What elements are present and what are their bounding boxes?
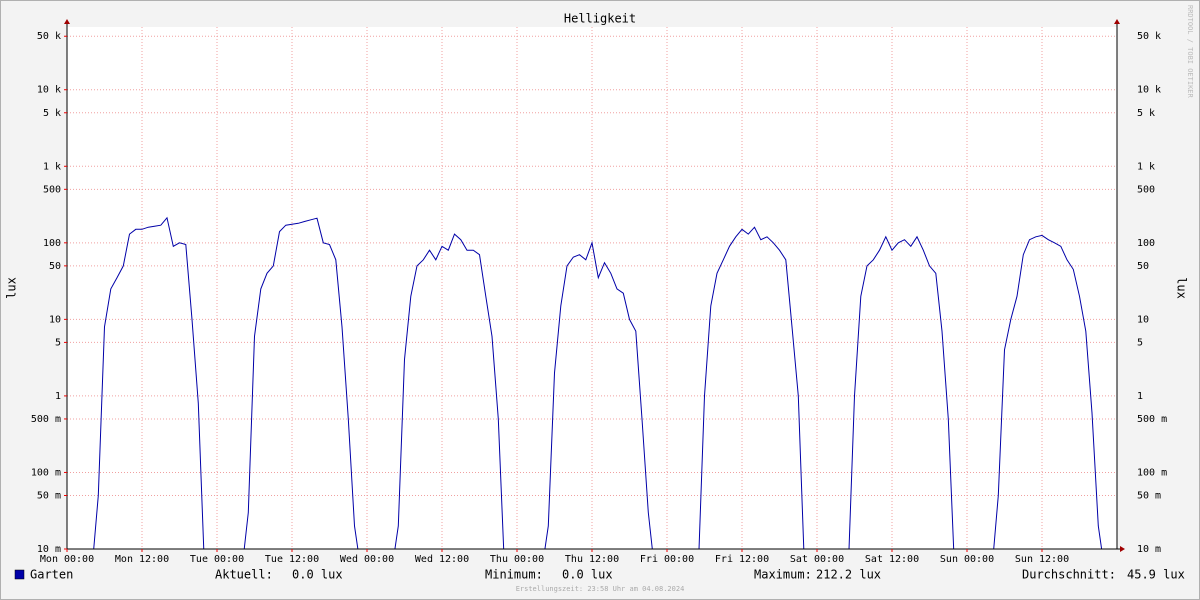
y-tick-label: 10 m — [37, 544, 61, 555]
y2-tick-label: 10 k — [1137, 85, 1161, 96]
x-tick-label: Fri 12:00 — [715, 554, 769, 565]
y2-tick-label: 100 — [1137, 238, 1155, 249]
x-tick-label: Mon 00:00 — [40, 554, 94, 565]
y2-tick-label: 5 k — [1137, 108, 1155, 119]
x-tick-label: Fri 00:00 — [640, 554, 694, 565]
y2-tick-label: 50 m — [1137, 490, 1161, 501]
stat-label: Maximum: — [754, 568, 812, 582]
stat-value: 45.9 lux — [1127, 568, 1185, 582]
stat-label: Aktuell: — [215, 568, 273, 582]
y-axis-label: lux — [5, 277, 19, 299]
y-tick-label: 100 — [43, 238, 61, 249]
y-tick-label: 50 m — [37, 490, 61, 501]
y2-tick-label: 500 — [1137, 184, 1155, 195]
y2-axis-label: lux — [1175, 277, 1189, 299]
y2-tick-label: 100 m — [1137, 467, 1167, 478]
y2-tick-label: 10 — [1137, 314, 1149, 325]
x-tick-label: Sun 00:00 — [940, 554, 994, 565]
legend: Garten Aktuell: 0.0 lux Minimum: 0.0 lux Maxi… — [14, 568, 1185, 582]
y2-tick-label: 50 k — [1137, 31, 1161, 42]
x-tick-label: Thu 12:00 — [565, 554, 619, 565]
x-tick-label: Wed 00:00 — [340, 554, 394, 565]
y-tick-label: 50 — [49, 261, 61, 272]
x-tick-label: Tue 12:00 — [265, 554, 319, 565]
stat-value: 212.2 lux — [816, 568, 881, 582]
watermark: RRDTOOL / TOBI OETIKER — [1186, 5, 1194, 99]
x-tick-label: Mon 12:00 — [115, 554, 169, 565]
y2-tick-label: 1 — [1137, 391, 1143, 402]
data-line — [93, 216, 1103, 549]
y-tick-label: 500 — [43, 184, 61, 195]
y-tick-label: 10 k — [37, 85, 61, 96]
x-tick-label: Sat 12:00 — [865, 554, 919, 565]
y-tick-label: 5 — [55, 337, 61, 348]
x-tick-label: Thu 00:00 — [490, 554, 544, 565]
y-tick-label: 500 m — [31, 414, 61, 425]
y-tick-label: 1 k — [43, 161, 61, 172]
stat-label: Minimum: — [485, 568, 543, 582]
y-tick-label: 5 k — [43, 108, 61, 119]
x-tick-label: Sat 00:00 — [790, 554, 844, 565]
chart-title: Helligkeit — [564, 12, 636, 26]
y2-tick-label: 50 — [1137, 261, 1149, 272]
stat-label: Durchschnitt: — [1022, 568, 1116, 582]
y2-tick-label: 10 m — [1137, 544, 1161, 555]
x-tick-label: Wed 12:00 — [415, 554, 469, 565]
y-tick-label: 50 k — [37, 31, 61, 42]
stat-value: 0.0 lux — [562, 568, 613, 582]
y2-tick-label: 1 k — [1137, 161, 1155, 172]
plot-marks — [93, 216, 1103, 549]
x-tick-label: Tue 00:00 — [190, 554, 244, 565]
y-tick-label: 1 — [55, 391, 61, 402]
legend-label: Garten — [30, 568, 73, 582]
x-tick-label: Sun 12:00 — [1015, 554, 1069, 565]
legend-swatch — [14, 569, 25, 580]
y-tick-label: 10 — [49, 314, 61, 325]
footer: Erstellungszeit: 23:58 Uhr am 04.08.2024 — [516, 585, 685, 593]
y2-tick-label: 500 m — [1137, 414, 1167, 425]
stat-value: 0.0 lux — [292, 568, 343, 582]
y-tick-label: 100 m — [31, 467, 61, 478]
y2-tick-label: 5 — [1137, 337, 1143, 348]
